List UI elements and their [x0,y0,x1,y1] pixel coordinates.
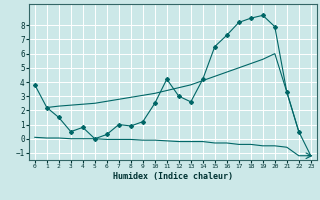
X-axis label: Humidex (Indice chaleur): Humidex (Indice chaleur) [113,172,233,181]
